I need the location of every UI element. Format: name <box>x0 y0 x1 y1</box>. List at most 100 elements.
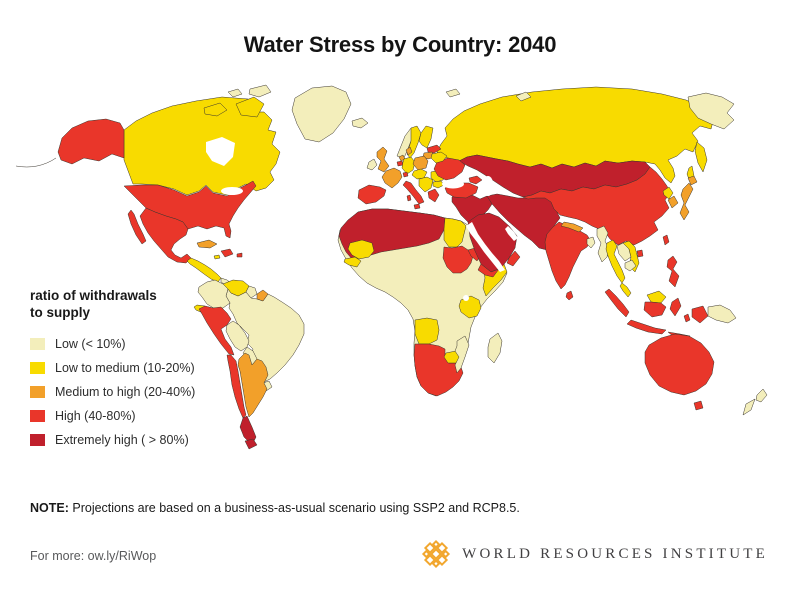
country-japan <box>679 182 694 221</box>
country-belgium <box>396 160 404 167</box>
country-arctic-island <box>227 88 243 98</box>
country-alaska <box>57 118 125 165</box>
country-sumatra <box>604 288 630 318</box>
country-java <box>626 319 667 335</box>
country-baja-california <box>127 209 147 245</box>
country-germany <box>401 156 416 175</box>
country-borneo-malaysia <box>646 290 667 304</box>
country-south-korea <box>667 195 679 209</box>
legend-label-medium-high: Medium to high (20-40%) <box>55 384 196 399</box>
country-sulawesi <box>669 297 682 317</box>
country-mauritania <box>347 239 375 260</box>
country-hispaniola <box>220 248 234 258</box>
legend-item-extremely-high: Extremely high ( > 80%) <box>30 433 220 447</box>
legend-label-low-medium: Low to medium (10-20%) <box>55 360 195 375</box>
country-philippines <box>666 255 680 288</box>
country-greece <box>427 188 440 203</box>
country-australia <box>644 333 715 396</box>
wri-rosette-icon <box>422 539 451 569</box>
country-tierra-del-fuego <box>244 438 258 450</box>
country-senegal <box>343 256 362 268</box>
country-malaysia-peninsula <box>619 282 632 298</box>
country-spain-portugal <box>357 184 387 205</box>
country-belarus <box>430 151 448 164</box>
country-bangladesh <box>586 236 596 249</box>
country-colombia <box>197 279 231 310</box>
page-title: Water Stress by Country: 2040 <box>243 32 557 57</box>
country-ukraine <box>433 157 466 181</box>
country-india <box>544 221 592 290</box>
country-egypt <box>443 217 467 248</box>
country-sri-lanka <box>565 290 574 301</box>
country-madagascar <box>487 332 503 364</box>
red-sea <box>466 222 505 272</box>
country-nepal-bhutan <box>560 221 584 233</box>
country-argentina <box>237 352 269 418</box>
country-mozambique <box>454 335 470 374</box>
country-tanzania <box>458 295 482 319</box>
legend-label-extremely-high: Extremely high ( > 80%) <box>55 432 189 447</box>
country-sicily <box>413 203 421 210</box>
legend-title-line1: ratio of withdrawals <box>30 288 157 303</box>
country-baffin-island <box>235 96 265 118</box>
country-borneo-indonesia <box>643 301 667 318</box>
wri-wordmark: WORLD RESOURCES INSTITUTE <box>462 545 768 562</box>
legend-label-high: High (40-80%) <box>55 408 136 423</box>
black-sea <box>442 179 464 189</box>
country-victoria-island <box>203 102 228 117</box>
country-cambodia <box>624 259 637 272</box>
country-taiwan <box>662 234 670 246</box>
country-west-papua <box>691 305 709 324</box>
country-canada <box>123 96 281 196</box>
country-north-korea <box>662 186 674 200</box>
country-maluku <box>683 313 691 323</box>
country-peru <box>198 305 235 356</box>
country-hainan <box>636 249 644 258</box>
hudson-bay <box>206 137 235 166</box>
aleutian-islands <box>15 157 57 168</box>
country-oman <box>506 250 521 267</box>
legend-label-low: Low (< 10%) <box>55 336 126 351</box>
country-switzerland <box>402 171 409 178</box>
country-suriname-fr-guiana <box>256 289 269 302</box>
country-tasmania <box>693 400 704 411</box>
country-yemen <box>477 263 500 278</box>
country-mexico <box>139 207 192 264</box>
country-papua-new-guinea <box>707 304 737 324</box>
country-jamaica <box>213 254 221 260</box>
note-label: NOTE: <box>30 501 69 515</box>
country-balkans <box>418 176 434 193</box>
country-puerto-rico <box>236 252 243 258</box>
country-guyana <box>245 285 258 299</box>
country-china <box>522 166 671 246</box>
country-france <box>381 167 403 189</box>
country-novaya-zemlya <box>515 91 532 102</box>
country-denmark <box>405 146 413 156</box>
note-text: Projections are based on a business-as-u… <box>68 501 520 515</box>
legend-title: ratio of withdrawals to supply <box>30 288 220 322</box>
legend-item-high: High (40-80%) <box>30 409 220 423</box>
country-ellesmere-island <box>248 84 272 98</box>
legend-swatch-medium-high <box>30 385 45 398</box>
legend-swatch-low <box>30 337 45 350</box>
country-chukotka <box>687 92 735 130</box>
legend-item-medium-high: Medium to high (20-40%) <box>30 385 220 399</box>
country-bulgaria <box>432 180 445 189</box>
legend-item-low: Low (< 10%) <box>30 337 220 351</box>
country-central-america <box>186 257 222 283</box>
lake-victoria <box>463 295 469 301</box>
country-cuba <box>196 239 218 249</box>
country-caucasus <box>468 175 483 185</box>
country-sudan <box>442 245 474 274</box>
country-hokkaido <box>687 175 698 186</box>
country-new-zealand-south <box>742 398 756 416</box>
caspian-sea <box>482 176 494 196</box>
footer-link-text: For more: ow.ly/RiWop <box>30 549 157 563</box>
wri-logo: WORLD RESOURCES INSTITUTE <box>420 538 768 570</box>
country-italy <box>402 180 425 205</box>
legend-item-low-medium: Low to medium (10-20%) <box>30 361 220 375</box>
legend-title-line2: to supply <box>30 304 90 320</box>
country-southern-africa <box>413 343 464 397</box>
country-sardinia <box>406 194 412 202</box>
